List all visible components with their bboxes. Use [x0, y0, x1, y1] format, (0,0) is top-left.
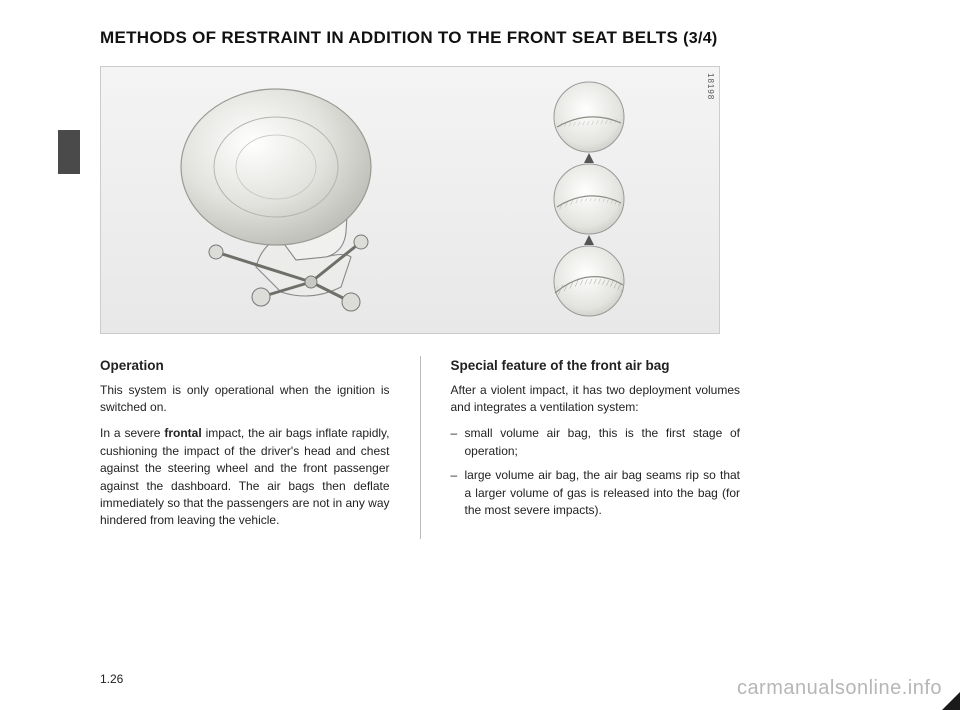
operation-p2-a: In a severe: [100, 426, 164, 440]
watermark: carmanualsonline.info: [737, 677, 942, 700]
title-part: (3/4): [683, 30, 717, 47]
list-item: large volume air bag, the air bag seams …: [451, 467, 741, 519]
corner-cut-icon: [942, 692, 960, 710]
title-main: METHODS OF RESTRAINT IN ADDITION TO THE …: [100, 28, 683, 47]
special-feature-heading: Special feature of the front air bag: [451, 356, 741, 376]
special-feature-list: small volume air bag, this is the first …: [451, 425, 741, 519]
image-number: 18198: [706, 73, 715, 100]
body-columns: Operation This system is only operationa…: [100, 356, 740, 539]
left-column: Operation This system is only operationa…: [100, 356, 390, 539]
operation-heading: Operation: [100, 356, 390, 376]
operation-p2-bold: frontal: [164, 426, 201, 440]
page-title: METHODS OF RESTRAINT IN ADDITION TO THE …: [100, 28, 900, 48]
operation-p2-b: impact, the air bags inflate rapidly, cu…: [100, 426, 390, 527]
operation-p1: This system is only operational when the…: [100, 382, 390, 417]
airbag-figure: 18198: [100, 66, 720, 334]
operation-p2: In a severe frontal impact, the air bags…: [100, 425, 390, 529]
column-divider: [420, 356, 421, 539]
section-side-tab: [58, 130, 80, 174]
airbag-detail-circles: [529, 79, 649, 323]
special-feature-p1: After a violent impact, it has two deplo…: [451, 382, 741, 417]
list-item: small volume air bag, this is the first …: [451, 425, 741, 460]
page-number: 1.26: [100, 672, 123, 686]
right-column: Special feature of the front air bag Aft…: [451, 356, 741, 539]
airbag-illustration: [161, 82, 501, 322]
